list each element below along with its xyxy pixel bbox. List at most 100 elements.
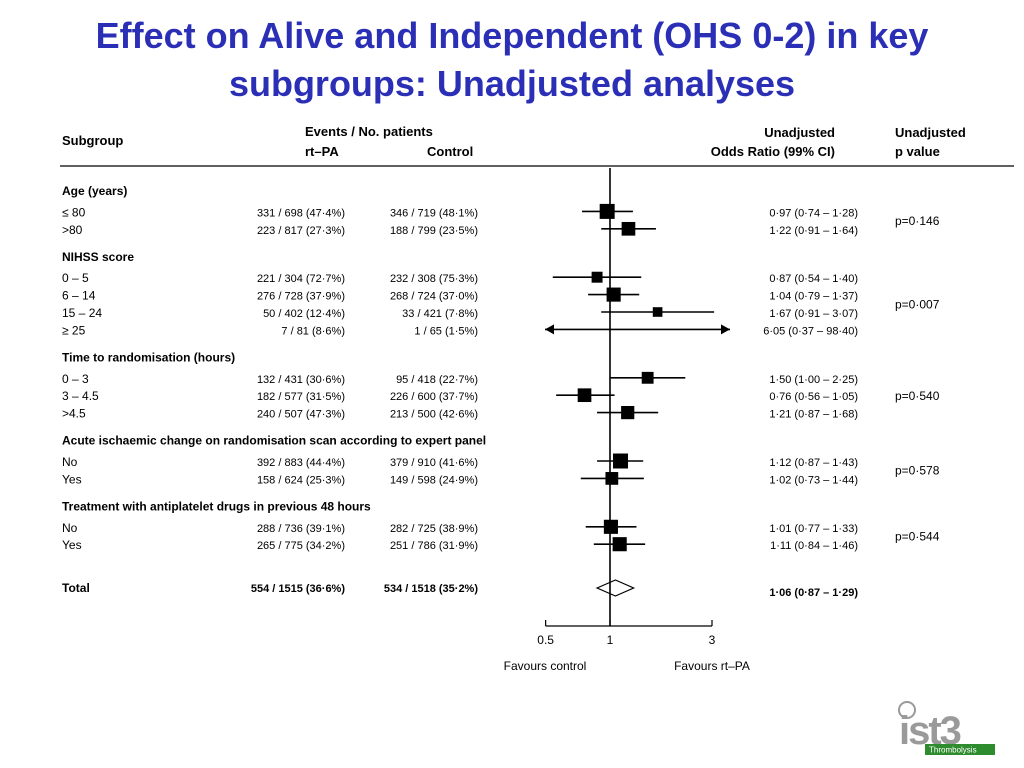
row-rtpa: 132 / 431 (30·6%) bbox=[257, 374, 345, 386]
row-ci: 6·05 (0·37 – 98·40) bbox=[763, 325, 858, 337]
row-rtpa: 50 / 402 (12·4%) bbox=[263, 308, 345, 320]
x-tick-label: 3 bbox=[709, 633, 716, 647]
row-ci: 1·67 (0·91 – 3·07) bbox=[769, 308, 858, 320]
row-label: Yes bbox=[62, 538, 82, 552]
group-p-value: p=0·146 bbox=[895, 214, 940, 228]
row-label: No bbox=[62, 455, 78, 469]
row-label: 15 – 24 bbox=[62, 306, 102, 320]
row-ci: 1·21 (0·87 – 1·68) bbox=[769, 409, 858, 421]
point-estimate bbox=[613, 453, 629, 469]
slide-title: Effect on Alive and Independent (OHS 0-2… bbox=[0, 12, 1024, 108]
row-control: 33 / 421 (7·8%) bbox=[402, 308, 478, 320]
header-subgroup: Subgroup bbox=[62, 133, 123, 148]
row-control: 188 / 799 (23·5%) bbox=[390, 225, 478, 237]
total-diamond bbox=[595, 579, 636, 597]
header-p-2: p value bbox=[895, 144, 940, 159]
row-control: 95 / 418 (22·7%) bbox=[396, 374, 478, 386]
row-control: 149 / 598 (24·9%) bbox=[390, 474, 478, 486]
row-control: 346 / 719 (48·1%) bbox=[390, 207, 478, 219]
point-estimate bbox=[599, 203, 615, 219]
row-rtpa: 7 / 81 (8·6%) bbox=[281, 325, 345, 337]
row-ci: 1·12 (0·87 – 1·43) bbox=[769, 457, 858, 469]
header-rtpa: rt–PA bbox=[305, 144, 339, 159]
row-label: No bbox=[62, 521, 78, 535]
point-estimate bbox=[621, 221, 636, 236]
row-control: 213 / 500 (42·6%) bbox=[390, 409, 478, 421]
row-label: 6 – 14 bbox=[62, 289, 96, 303]
slide-title-line-2: subgroups: Unadjusted analyses bbox=[228, 63, 796, 104]
row-rtpa: 331 / 698 (47·4%) bbox=[257, 207, 345, 219]
row-ci: 1·01 (0·77 – 1·33) bbox=[769, 523, 858, 535]
row-label: >80 bbox=[62, 223, 83, 237]
header-or-1: Unadjusted bbox=[764, 125, 835, 140]
row-label: 0 – 5 bbox=[62, 271, 89, 285]
row-control: 226 / 600 (37·7%) bbox=[390, 391, 478, 403]
logo-dot bbox=[898, 701, 916, 719]
row-label: ≤ 80 bbox=[62, 205, 86, 219]
row-rtpa: 223 / 817 (27·3%) bbox=[257, 225, 345, 237]
row-control: 1 / 65 (1·5%) bbox=[414, 325, 478, 337]
row-ci: 1·22 (0·91 – 1·64) bbox=[769, 225, 858, 237]
row-rtpa: 158 / 624 (25·3%) bbox=[257, 474, 345, 486]
group-p-value: p=0·578 bbox=[895, 464, 940, 478]
row-rtpa: 221 / 304 (72·7%) bbox=[257, 273, 345, 285]
row-rtpa: 392 / 883 (44·4%) bbox=[257, 457, 345, 469]
row-control: 282 / 725 (38·9%) bbox=[390, 523, 478, 535]
row-control: 379 / 910 (41·6%) bbox=[390, 457, 478, 469]
row-label: 3 – 4.5 bbox=[62, 389, 99, 403]
ist3-logo: ist3 Thrombolysis bbox=[898, 701, 995, 755]
slide-title-line-1: Effect on Alive and Independent (OHS 0-2… bbox=[95, 15, 929, 56]
total-label: Total bbox=[62, 581, 90, 595]
row-control: 232 / 308 (75·3%) bbox=[390, 273, 478, 285]
group-heading: NIHSS score bbox=[62, 250, 134, 264]
total-rtpa: 554 / 1515 (36·6%) bbox=[251, 583, 346, 595]
point-estimate bbox=[591, 271, 603, 283]
xlabel-favours-control: Favours control bbox=[504, 659, 587, 673]
row-ci: 1·50 (1·00 – 2·25) bbox=[769, 374, 858, 386]
point-estimate bbox=[621, 406, 635, 420]
forest-plot: Subgroup Events / No. patients rt–PA Contro… bbox=[60, 124, 1014, 673]
row-ci: 0·97 (0·74 – 1·28) bbox=[769, 207, 858, 219]
row-ci: 1·04 (0·79 – 1·37) bbox=[769, 291, 858, 303]
row-label: Yes bbox=[62, 472, 82, 486]
row-rtpa: 276 / 728 (37·9%) bbox=[257, 291, 345, 303]
group-p-value: p=0·540 bbox=[895, 389, 940, 403]
row-ci: 1·02 (0·73 – 1·44) bbox=[769, 474, 858, 486]
logo-tagline-bar bbox=[925, 744, 995, 755]
point-estimate bbox=[612, 537, 627, 552]
header-or-2: Odds Ratio (99% CI) bbox=[711, 144, 835, 159]
row-ci: 1·11 (0·84 – 1·46) bbox=[770, 540, 858, 552]
row-rtpa: 288 / 736 (39·1%) bbox=[257, 523, 345, 535]
x-tick-label: 1 bbox=[607, 633, 614, 647]
row-control: 251 / 786 (31·9%) bbox=[390, 540, 478, 552]
row-ci: 0·76 (0·56 – 1·05) bbox=[769, 391, 858, 403]
xlabel-favours-rtpa: Favours rt–PA bbox=[674, 659, 750, 673]
point-estimate bbox=[577, 388, 592, 403]
row-control: 268 / 724 (37·0%) bbox=[390, 291, 478, 303]
group-p-value: p=0·007 bbox=[895, 297, 940, 311]
row-rtpa: 265 / 775 (34·2%) bbox=[257, 540, 345, 552]
row-rtpa: 240 / 507 (47·3%) bbox=[257, 409, 345, 421]
ci-arrow-left bbox=[545, 324, 554, 335]
point-estimate bbox=[603, 519, 618, 534]
total-control: 534 / 1518 (35·2%) bbox=[384, 583, 479, 595]
row-ci: 0·87 (0·54 – 1·40) bbox=[769, 273, 858, 285]
point-estimate bbox=[652, 307, 663, 317]
logo-tagline: Thrombolysis bbox=[929, 746, 977, 755]
point-estimate bbox=[641, 371, 654, 384]
row-label: >4.5 bbox=[62, 407, 86, 421]
group-heading: Time to randomisation (hours) bbox=[62, 350, 235, 364]
header-p-1: Unadjusted bbox=[895, 125, 966, 140]
point-estimate bbox=[605, 472, 619, 485]
group-p-value: p=0·544 bbox=[895, 530, 940, 544]
row-rtpa: 182 / 577 (31·5%) bbox=[257, 391, 345, 403]
group-heading: Treatment with antiplatelet drugs in pre… bbox=[62, 499, 371, 513]
x-tick-label: 0.5 bbox=[537, 633, 554, 647]
point-estimate bbox=[606, 287, 621, 302]
total-ci: 1·06 (0·87 – 1·29) bbox=[769, 587, 858, 599]
header-events: Events / No. patients bbox=[305, 124, 433, 139]
header-control: Control bbox=[427, 144, 473, 159]
row-label: 0 – 3 bbox=[62, 372, 89, 386]
ci-arrow-right bbox=[721, 324, 730, 335]
group-heading: Age (years) bbox=[62, 184, 127, 198]
